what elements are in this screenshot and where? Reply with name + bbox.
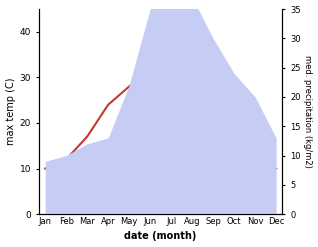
Y-axis label: med. precipitation (kg/m2): med. precipitation (kg/m2) (303, 55, 313, 168)
X-axis label: date (month): date (month) (124, 231, 197, 242)
Y-axis label: max temp (C): max temp (C) (5, 78, 16, 145)
